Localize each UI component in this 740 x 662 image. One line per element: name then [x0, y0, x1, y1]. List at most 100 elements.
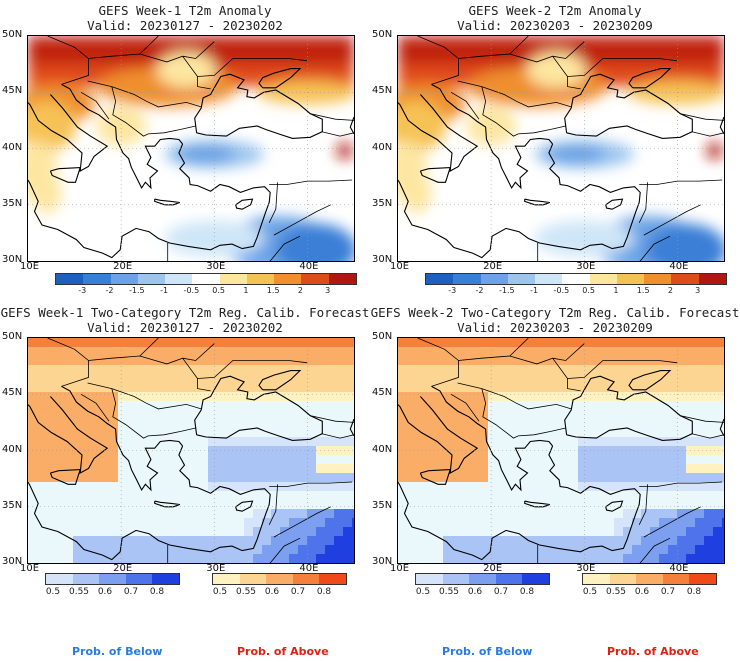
colorbar-swatch — [213, 574, 240, 584]
colorbar-tick: 3 — [325, 286, 331, 295]
colorbar-swatch — [125, 574, 153, 584]
colorbar-tick: 0.55 — [605, 587, 627, 597]
colorbar-swatch — [46, 574, 73, 584]
anomaly-colorbar — [425, 273, 727, 285]
longitude-label: 40E — [669, 563, 689, 574]
longitude-label: 30E — [206, 563, 226, 574]
colorbar-swatch — [671, 274, 699, 284]
latitude-label: 40N — [2, 141, 23, 153]
colorbar-tick: 0.8 — [149, 587, 165, 597]
longitude-label: 40E — [669, 261, 689, 272]
longitude-label: 10E — [390, 563, 410, 574]
colorbar-swatch — [583, 574, 610, 584]
prob-below-label: Prob. of Below — [72, 645, 163, 658]
colorbar-swatch — [416, 574, 443, 584]
probability-map-svg — [398, 338, 724, 563]
colorbar-swatch — [152, 574, 179, 584]
colorbar-swatch — [56, 274, 84, 284]
colorbar-tick: 0.7 — [290, 587, 306, 597]
colorbar-swatch — [301, 274, 329, 284]
prob-above-label: Prob. of Above — [607, 645, 699, 658]
anomaly-map-svg — [398, 36, 724, 261]
colorbar-tick: 0.6 — [264, 587, 280, 597]
colorbar-tick: -0.5 — [553, 286, 570, 295]
latitude-label: 30N — [2, 254, 23, 265]
colorbar-swatch — [662, 574, 690, 584]
longitude-label: 10E — [20, 563, 40, 574]
probability-below-colorbar — [415, 573, 550, 585]
anomaly-map — [397, 35, 725, 262]
colorbar-tick: 1 — [243, 286, 249, 295]
colorbar-tick: -1.5 — [129, 286, 145, 295]
colorbar-tick: 0.7 — [123, 587, 139, 597]
colorbar-tick: 2 — [667, 286, 673, 295]
longitude-label: 20E — [113, 261, 133, 272]
latitude-label: 50N — [372, 29, 393, 40]
colorbar-tick: 0.5 — [212, 587, 228, 597]
anomaly-colorbar — [55, 273, 357, 285]
longitude-label: 30E — [206, 261, 226, 272]
colorbar-tick: 1.5 — [636, 286, 650, 295]
latitude-label: 45N — [2, 85, 23, 97]
probability-below-colorbar — [45, 573, 180, 585]
probability-map — [27, 337, 355, 564]
colorbar-swatch — [480, 274, 508, 284]
colorbar-swatch — [328, 274, 356, 284]
panel-week1-anomaly: GEFS Week-1 T2m Anomaly Valid: 20230127 … — [0, 0, 370, 300]
colorbar-tick: 0.55 — [235, 587, 257, 597]
colorbar-tick: -1 — [160, 286, 169, 295]
longitude-label: 10E — [390, 261, 410, 272]
colorbar-tick: 0.7 — [493, 587, 509, 597]
longitude-label: 20E — [483, 563, 503, 574]
colorbar-swatch — [292, 574, 320, 584]
colorbar-tick: 0.6 — [97, 587, 113, 597]
probability-map-svg — [28, 338, 354, 563]
latitude-label: 35N — [372, 197, 393, 209]
panel-title: GEFS Week-2 T2m Anomaly — [468, 3, 642, 18]
latitude-label: 45N — [2, 387, 23, 399]
colorbar-tick: 0.6 — [467, 587, 483, 597]
colorbar-swatch — [137, 274, 166, 284]
colorbar-tick: 0.5 — [415, 587, 431, 597]
colorbar-swatch — [165, 274, 193, 284]
latitude-label: 40N — [2, 443, 23, 455]
latitude-label: 45N — [372, 85, 393, 97]
colorbar-swatch — [266, 574, 293, 584]
colorbar-tick: -1 — [530, 286, 539, 295]
colorbar-tick: 0.8 — [519, 587, 535, 597]
colorbar-swatch — [535, 274, 563, 284]
prob-below-label: Prob. of Below — [442, 645, 533, 658]
colorbar-swatch — [589, 274, 617, 284]
longitude-label: 30E — [576, 261, 596, 272]
longitude-label: 10E — [20, 261, 40, 272]
colorbar-swatch — [562, 274, 590, 284]
colorbar-swatch — [698, 274, 726, 284]
colorbar-tick: 0.5 — [45, 587, 61, 597]
panel-title: GEFS Week-1 T2m Anomaly — [98, 3, 272, 18]
latitude-label: 30N — [372, 556, 393, 567]
latitude-label: 35N — [2, 197, 23, 209]
colorbar-tick: -2 — [105, 286, 114, 295]
colorbar-tick: 0.6 — [634, 587, 650, 597]
colorbar-tick: 1.5 — [266, 286, 280, 295]
colorbar-tick: 3 — [695, 286, 701, 295]
colorbar-swatch — [522, 574, 549, 584]
colorbar-tick: -3 — [448, 286, 457, 295]
colorbar-swatch — [192, 274, 220, 284]
longitude-label: 30E — [576, 563, 596, 574]
panel-title: GEFS Week-1 Two-Category T2m Reg. Calib.… — [0, 305, 370, 320]
colorbar-swatch — [246, 274, 275, 284]
colorbar-tick: -2 — [475, 286, 484, 295]
colorbar-tick: -3 — [78, 286, 87, 295]
colorbar-swatch — [689, 574, 716, 584]
longitude-label: 20E — [483, 261, 503, 272]
panel-week2-probability: GEFS Week-2 Two-Category T2m Reg. Calib.… — [370, 300, 740, 600]
panel-valid-dates: Valid: 20230203 - 20230209 — [457, 320, 653, 335]
colorbar-tick: 0.5 — [582, 587, 598, 597]
latitude-label: 50N — [2, 29, 23, 40]
panel-valid-dates: Valid: 20230127 - 20230202 — [87, 320, 283, 335]
latitude-label: 35N — [2, 499, 23, 511]
colorbar-swatch — [442, 574, 470, 584]
panel-week2-anomaly: GEFS Week-2 T2m Anomaly Valid: 20230203 … — [370, 0, 740, 300]
colorbar-tick: 0.5 — [212, 286, 225, 295]
